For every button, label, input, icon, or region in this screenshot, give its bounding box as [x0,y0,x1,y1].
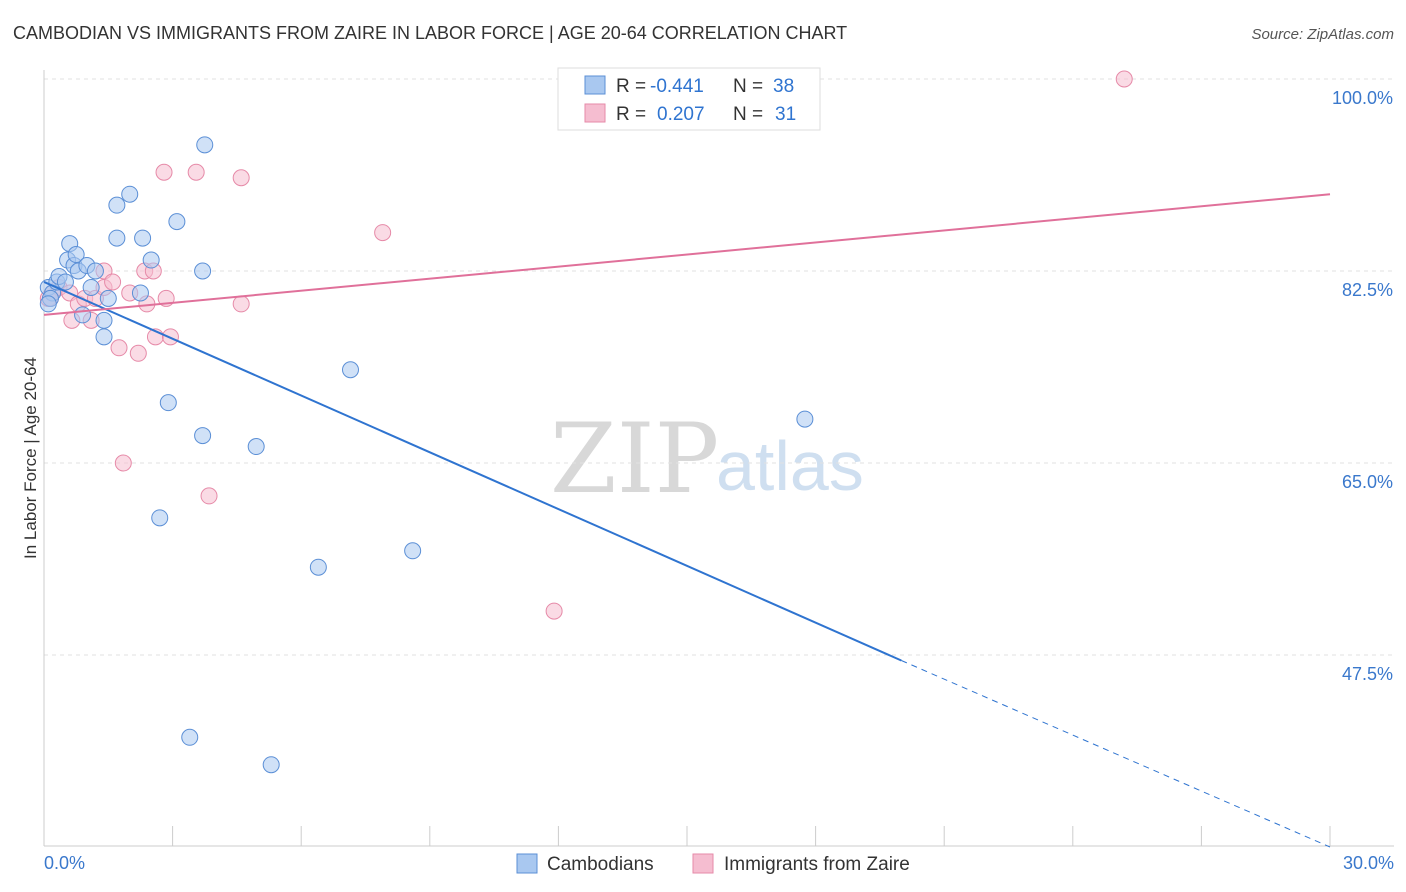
cambodians-point-24 [196,136,214,154]
zaire-point-14 [129,344,147,362]
cambodians-point-23 [168,213,186,231]
x-tick-label-max: 30.0% [1343,853,1394,873]
cambodians-point-11 [86,262,104,280]
legend-box: R = -0.441 N = 38 R = 0.207 N = 31 [557,67,821,131]
legend-r-value-cambodians: -0.441 [650,76,704,97]
cambodians-trend-line [43,281,902,662]
legend-n-label-cambodians: N = [733,76,763,97]
watermark-atlas: atlas [716,427,864,505]
cambodians-point-19 [108,229,126,247]
cambodians-point-35 [262,756,280,774]
cambodians-point-33 [796,410,814,428]
cambodians-point-27 [194,427,212,445]
cambodians-point-17 [108,196,126,214]
y-tick-label-2: 82.5% [1342,280,1393,300]
cambodians-point-22 [142,251,160,269]
cambodians-point-18 [121,185,139,203]
legend-n-value-cambodians: 38 [773,76,794,97]
y-tick-label-1: 65.0% [1342,472,1393,492]
cambodians-point-29 [341,361,359,379]
zaire-point-23 [232,169,250,187]
cambodians-point-37 [39,295,57,313]
scatter-points [39,70,1133,774]
legend-r-label-zaire: R = [616,104,646,125]
zaire-point-29 [1115,70,1133,88]
cambodians-point-13 [74,306,92,324]
y-tick-label-0: 47.5% [1342,664,1393,684]
legend-r-label-cambodians: R = [616,76,646,97]
x-tick-label-min: 0.0% [44,853,85,873]
cambodians-point-28 [247,438,265,456]
cambodians-point-12 [82,278,100,296]
bottom-legend-swatch-cambodians [516,853,538,874]
legend-swatch-zaire [584,103,606,123]
bottom-legend-label-zaire: Immigrants from Zaire [724,854,910,875]
zaire-trend-line [43,193,1331,316]
cambodians-point-4 [56,273,74,291]
cambodians-point-8 [67,246,85,264]
zaire-point-12 [110,339,128,357]
legend-r-value-zaire: 0.207 [657,104,705,125]
bottom-legend-swatch-zaire [692,853,714,874]
y-axis-label: In Labor Force | Age 20-64 [21,357,40,559]
cambodians-point-32 [404,542,422,560]
cambodians-point-30 [151,509,169,527]
zaire-point-28 [545,602,563,620]
zaire-point-25 [374,224,392,242]
zaire-point-27 [200,487,218,505]
zaire-point-26 [114,454,132,472]
gridlines [44,78,1394,656]
chart-source: Source: ZipAtlas.com [1251,26,1394,43]
cambodians-trend-extension [901,660,1331,848]
zaire-point-11 [104,273,122,291]
x-tick-marks [43,826,1331,846]
cambodians-point-20 [134,229,152,247]
y-tick-labels: 47.5% 65.0% 82.5% 100.0% [1332,88,1393,684]
zaire-point-21 [155,163,173,181]
watermark-zip: ZIP [550,403,719,515]
cambodians-point-31 [309,558,327,576]
trend-lines [43,193,1331,848]
chart-title: CAMBODIAN VS IMMIGRANTS FROM ZAIRE IN LA… [13,23,847,43]
legend-n-value-zaire: 31 [775,104,796,125]
zaire-point-22 [187,163,205,181]
cambodians-point-26 [159,394,177,412]
y-tick-label-3: 100.0% [1332,88,1393,108]
cambodians-point-14 [99,289,117,307]
cambodians-point-25 [194,262,212,280]
cambodians-point-21 [131,284,149,302]
cambodians-point-34 [181,728,199,746]
cambodians-point-15 [95,311,113,329]
legend-swatch-cambodians [584,75,606,95]
zaire-point-24 [232,295,250,313]
bottom-legend-label-cambodians: Cambodians [547,854,654,875]
cambodians-point-16 [95,328,113,346]
watermark: ZIP atlas [550,403,864,515]
legend-n-label-zaire: N = [733,104,763,125]
bottom-legend: Cambodians Immigrants from Zaire [516,853,910,875]
